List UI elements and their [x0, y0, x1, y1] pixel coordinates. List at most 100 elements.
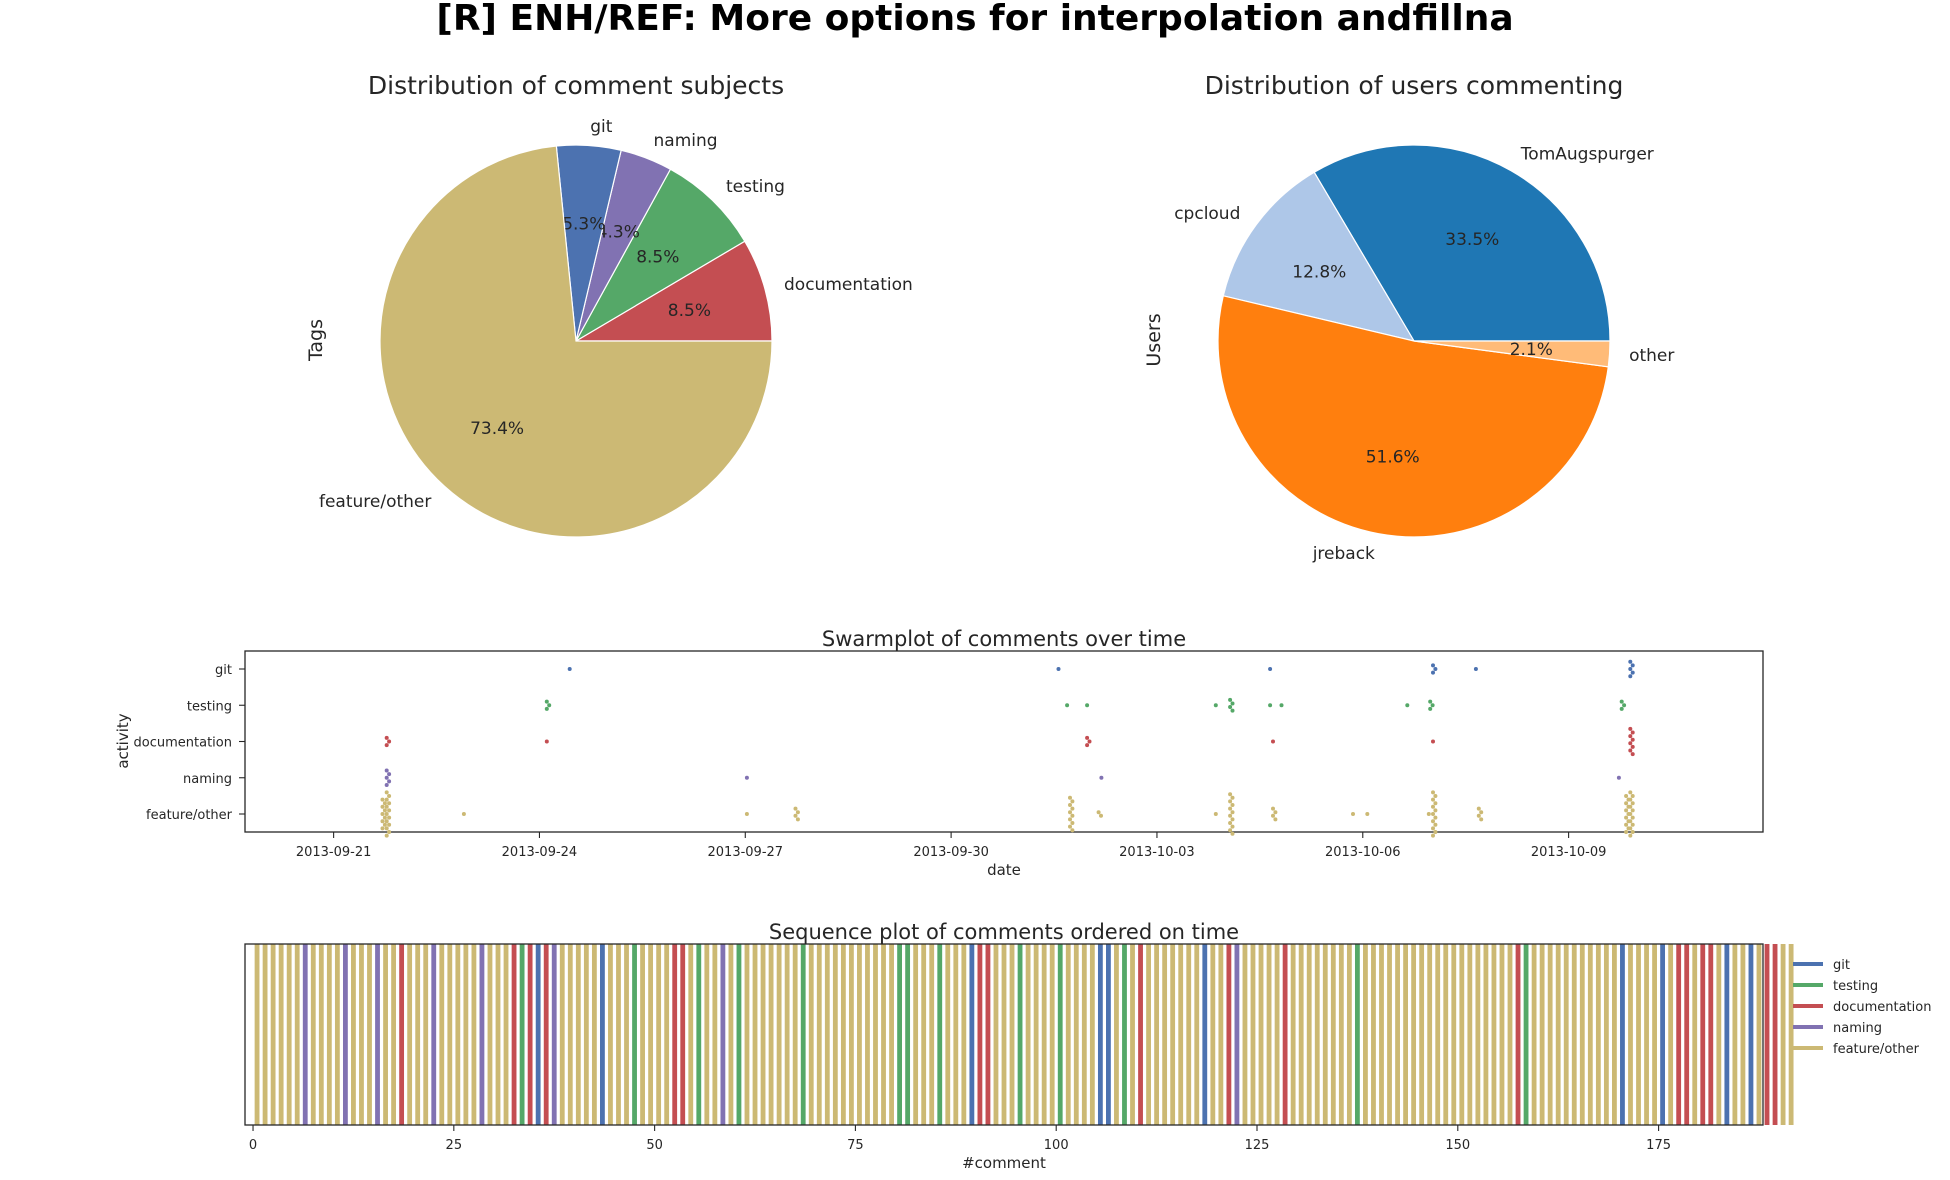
- swarm-point-feature-other: [1365, 812, 1370, 816]
- swarm-point-git: [1630, 663, 1635, 668]
- sequence-bar-naming: [342, 944, 348, 1125]
- swarm-point-feature-other: [387, 808, 392, 813]
- swarm-point-git: [1431, 663, 1435, 668]
- swarm-point-feature-other: [1630, 822, 1635, 827]
- sequence-bar-feature-other: [865, 944, 870, 1125]
- sequence-bar-feature-other: [921, 944, 927, 1125]
- swarm-point-feature-other: [382, 822, 387, 827]
- sequence-bar-feature-other: [1322, 944, 1328, 1125]
- swarm-point-feature-other: [1431, 812, 1435, 816]
- sequence-bar-feature-other: [624, 944, 629, 1125]
- swarm-point-feature-other: [1230, 810, 1235, 815]
- sequence-bar-feature-other: [1644, 944, 1649, 1125]
- swarm-point-feature-other: [382, 808, 387, 813]
- sequence-bar-feature-other: [1274, 944, 1280, 1125]
- sequence-bar-testing: [1017, 944, 1023, 1125]
- pie-category-label: testing: [726, 177, 785, 197]
- swarm-point-documentation: [1630, 752, 1635, 757]
- swarm-point-feature-other: [1070, 799, 1075, 804]
- sequence-bar-naming: [479, 944, 485, 1125]
- sequence-xtick-label: 25: [446, 1138, 463, 1153]
- sequence-bar-feature-other: [712, 944, 718, 1125]
- sequence-bar-feature-other: [1507, 944, 1513, 1125]
- sequence-bar-feature-other: [1266, 944, 1272, 1125]
- swarmplot-ytick-label: git: [215, 663, 232, 678]
- sequence-bar-feature-other: [1330, 944, 1336, 1125]
- swarm-point-feature-other: [384, 833, 389, 838]
- pie-slice-testing: [574, 168, 746, 343]
- sequence-xtick-label: 0: [249, 1138, 257, 1153]
- sequence-xtick-label: 75: [847, 1138, 864, 1153]
- swarm-point-testing: [1619, 699, 1624, 704]
- pie-category-label: naming: [654, 131, 718, 151]
- swarm-point-feature-other: [1624, 822, 1629, 827]
- legend-label: testing: [1833, 979, 1878, 994]
- swarm-point-testing: [1085, 703, 1090, 708]
- sequence-bar-feature-other: [1579, 944, 1585, 1125]
- swarm-point-feature-other: [1068, 810, 1072, 815]
- sequence-bar-feature-other: [1170, 944, 1176, 1125]
- swarm-point-documentation: [1628, 734, 1633, 739]
- swarm-point-testing: [1405, 703, 1410, 708]
- sequence-bar-feature-other: [1250, 944, 1256, 1125]
- swarm-point-feature-other: [461, 812, 466, 816]
- swarm-point-feature-other: [1426, 812, 1431, 816]
- swarm-point-git: [1628, 659, 1633, 664]
- sequence-bar-feature-other: [1652, 944, 1657, 1125]
- sequence-bar-feature-other: [816, 944, 822, 1125]
- swarmplot-ylabel: activity: [114, 713, 132, 768]
- sequence-bar-feature-other: [423, 944, 429, 1125]
- sequence-bar-feature-other: [391, 944, 396, 1125]
- swarm-point-feature-other: [1070, 821, 1075, 825]
- sequence-bar-feature-other: [1162, 944, 1168, 1125]
- swarm-point-feature-other: [1213, 812, 1218, 816]
- sequence-bar-feature-other: [961, 944, 967, 1125]
- swarm-point-feature-other: [1228, 813, 1233, 818]
- sequence-plot-xlabel: #comment: [962, 1154, 1046, 1172]
- swarmplot-xtick-label: 2013-09-24: [502, 845, 578, 860]
- sequence-bar-feature-other: [334, 944, 340, 1125]
- swarm-point-feature-other: [380, 797, 385, 802]
- sequence-bar-feature-other: [776, 944, 782, 1125]
- swarm-point-feature-other: [382, 801, 387, 806]
- sequence-bar-feature-other: [784, 944, 790, 1125]
- swarm-point-feature-other: [1624, 830, 1629, 834]
- swarm-point-documentation: [1087, 739, 1092, 744]
- swarm-point-feature-other: [382, 815, 387, 820]
- swarm-point-feature-other: [1096, 810, 1101, 815]
- sequence-bar-feature-other: [1668, 944, 1674, 1125]
- swarm-point-testing: [1619, 706, 1624, 711]
- sequence-bar-feature-other: [286, 944, 292, 1125]
- swarm-point-documentation: [1630, 730, 1635, 735]
- sequence-bar-feature-other: [857, 944, 862, 1125]
- sequence-bar-feature-other: [768, 944, 774, 1125]
- sequence-bar-feature-other: [351, 944, 356, 1125]
- swarm-point-feature-other: [1624, 801, 1629, 806]
- swarm-point-documentation: [1085, 743, 1090, 748]
- swarm-point-feature-other: [1230, 831, 1235, 836]
- figure-title: [R] ENH/REF: More options for interpolat…: [436, 0, 1514, 39]
- swarmplot-ytick-label: feature/other: [146, 808, 233, 823]
- swarm-point-feature-other: [1068, 795, 1072, 800]
- sequence-bar-feature-other: [608, 944, 613, 1125]
- sequence-bar-documentation: [672, 944, 678, 1125]
- sequence-bar-documentation: [1684, 944, 1690, 1125]
- swarmplot-ytick-label: naming: [183, 772, 232, 787]
- swarm-point-testing: [1622, 703, 1627, 708]
- swarm-point-testing: [544, 699, 549, 704]
- swarm-point-feature-other: [1433, 815, 1438, 820]
- pie-chart-users-commenting: Distribution of users commenting Users 3…: [1143, 71, 1674, 564]
- sequence-bar-feature-other: [808, 944, 814, 1125]
- swarm-point-feature-other: [795, 817, 800, 822]
- swarm-point-feature-other: [1230, 817, 1235, 822]
- sequence-xtick-label: 125: [1245, 1138, 1270, 1153]
- sequence-bar-feature-other: [1130, 944, 1135, 1125]
- swarm-point-feature-other: [1630, 808, 1635, 813]
- swarm-point-documentation: [1628, 748, 1633, 753]
- sequence-bar-git: [1097, 944, 1103, 1125]
- sequence-bar-feature-other: [262, 944, 268, 1125]
- swarm-point-documentation: [1271, 739, 1275, 744]
- swarm-point-git: [1431, 670, 1435, 675]
- sequence-bar-feature-other: [1346, 944, 1352, 1125]
- pie-chart-title-subjects: Distribution of comment subjects: [368, 71, 784, 100]
